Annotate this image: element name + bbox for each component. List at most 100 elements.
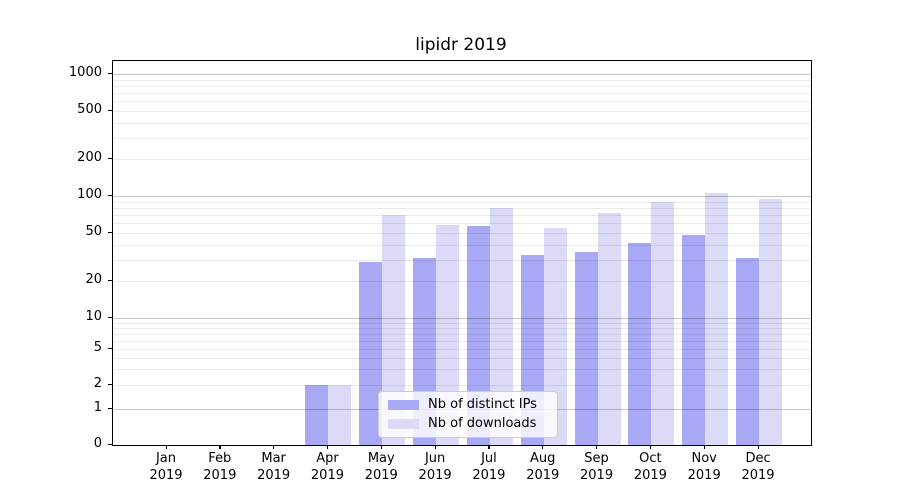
gridline-minor: [113, 259, 811, 261]
gridline-minor: [113, 333, 811, 335]
gridline-minor: [113, 244, 811, 246]
bar-downloads: [543, 227, 567, 445]
x-tick-month: Feb: [208, 451, 232, 466]
x-tick-mark: [542, 445, 544, 449]
x-tick-year: 2019: [149, 468, 183, 483]
x-tick-label: Feb 2019: [192, 450, 248, 484]
x-tick-label: Aug 2019: [515, 450, 571, 484]
x-tick-year: 2019: [687, 468, 721, 483]
y-tick-mark: [108, 347, 112, 349]
y-tick-label: 1: [93, 400, 102, 415]
gridline-submajor: [113, 281, 811, 282]
y-tick-label: 5: [93, 340, 102, 355]
x-tick-year: 2019: [526, 468, 560, 483]
gridline-minor: [113, 79, 811, 81]
x-tick-year: 2019: [310, 468, 344, 483]
gridline-minor: [113, 207, 811, 209]
bar-downloads: [328, 385, 352, 445]
x-tick-mark: [434, 445, 436, 449]
x-tick-label: Mar 2019: [246, 450, 302, 484]
x-tick-month: Mar: [261, 451, 286, 466]
y-tick-label: 0: [93, 436, 102, 451]
bar-distinct-ips: [628, 243, 652, 445]
y-tick-label: 100: [77, 187, 102, 202]
legend-row-ips: Nb of distinct IPs: [388, 397, 548, 412]
x-tick-year: 2019: [472, 468, 506, 483]
legend-swatch-ips-icon: [388, 399, 419, 410]
x-tick-mark: [219, 445, 221, 449]
x-tick-month: Apr: [316, 451, 339, 466]
bar-downloads: [759, 199, 783, 445]
x-tick-mark: [757, 445, 759, 449]
gridline-major: [113, 196, 811, 197]
gridline-minor: [113, 122, 811, 124]
x-tick-mark: [703, 445, 705, 449]
x-tick-month: Sep: [584, 451, 609, 466]
bar-downloads: [705, 193, 729, 445]
y-tick-mark: [108, 72, 112, 74]
bar-distinct-ips: [466, 226, 490, 445]
x-tick-year: 2019: [633, 468, 667, 483]
x-tick-year: 2019: [418, 468, 452, 483]
gridline-minor: [113, 369, 811, 371]
gridline-minor: [113, 340, 811, 342]
gridline-submajor: [113, 385, 811, 386]
gridline-minor: [113, 215, 811, 217]
legend-label-downloads: Nb of downloads: [428, 416, 537, 431]
x-tick-label: Jun 2019: [407, 450, 463, 484]
y-tick-mark: [108, 194, 112, 196]
gridline-submajor: [113, 159, 811, 160]
gridline-minor: [113, 322, 811, 324]
bar-downloads: [436, 225, 460, 445]
legend-box: Nb of distinct IPs Nb of downloads: [378, 391, 558, 438]
y-tick-mark: [108, 109, 112, 111]
bar-distinct-ips: [359, 261, 383, 445]
x-tick-mark: [273, 445, 275, 449]
x-tick-label: May 2019: [353, 450, 409, 484]
x-tick-month: Nov: [691, 451, 717, 466]
bar-distinct-ips: [574, 251, 598, 445]
x-tick-mark: [380, 445, 382, 449]
x-tick-year: 2019: [203, 468, 237, 483]
y-tick-label: 500: [77, 102, 102, 117]
x-tick-year: 2019: [580, 468, 614, 483]
y-tick-mark: [108, 231, 112, 233]
chart-title: lipidr 2019: [415, 35, 507, 55]
bar-distinct-ips: [682, 235, 706, 445]
x-tick-mark: [165, 445, 167, 449]
x-tick-month: Dec: [745, 451, 771, 466]
x-tick-month: Oct: [639, 451, 662, 466]
gridline-minor: [113, 327, 811, 329]
y-tick-label: 2: [93, 376, 102, 391]
y-tick-mark: [108, 279, 112, 281]
x-tick-year: 2019: [741, 468, 775, 483]
bar-distinct-ips: [736, 258, 760, 445]
x-tick-year: 2019: [364, 468, 398, 483]
x-tick-label: Apr 2019: [299, 450, 355, 484]
bar-downloads: [597, 212, 621, 445]
gridline-submajor: [113, 233, 811, 234]
y-tick-label: 10: [85, 309, 102, 324]
x-tick-month: Jan: [155, 451, 177, 466]
x-tick-mark: [649, 445, 652, 449]
x-tick-month: May: [367, 451, 395, 466]
gridline-minor: [113, 223, 811, 225]
gridline-major: [113, 318, 811, 319]
y-tick-label: 1000: [68, 65, 102, 80]
gridline-minor: [113, 85, 811, 87]
x-tick-label: Dec 2019: [730, 450, 786, 484]
gridline-submajor: [113, 111, 811, 112]
bar-distinct-ips: [305, 385, 329, 445]
x-tick-label: Jul 2019: [461, 450, 517, 484]
plot-area: [112, 60, 812, 446]
gridline-minor: [113, 201, 811, 203]
gridline-major: [113, 74, 811, 75]
y-tick-mark: [108, 407, 112, 409]
legend-row-downloads: Nb of downloads: [388, 416, 548, 431]
x-tick-mark: [596, 445, 598, 449]
y-tick-mark: [108, 383, 112, 385]
bar-downloads: [489, 207, 513, 445]
legend-swatch-downloads-icon: [388, 418, 419, 429]
gridline-submajor: [113, 349, 811, 350]
